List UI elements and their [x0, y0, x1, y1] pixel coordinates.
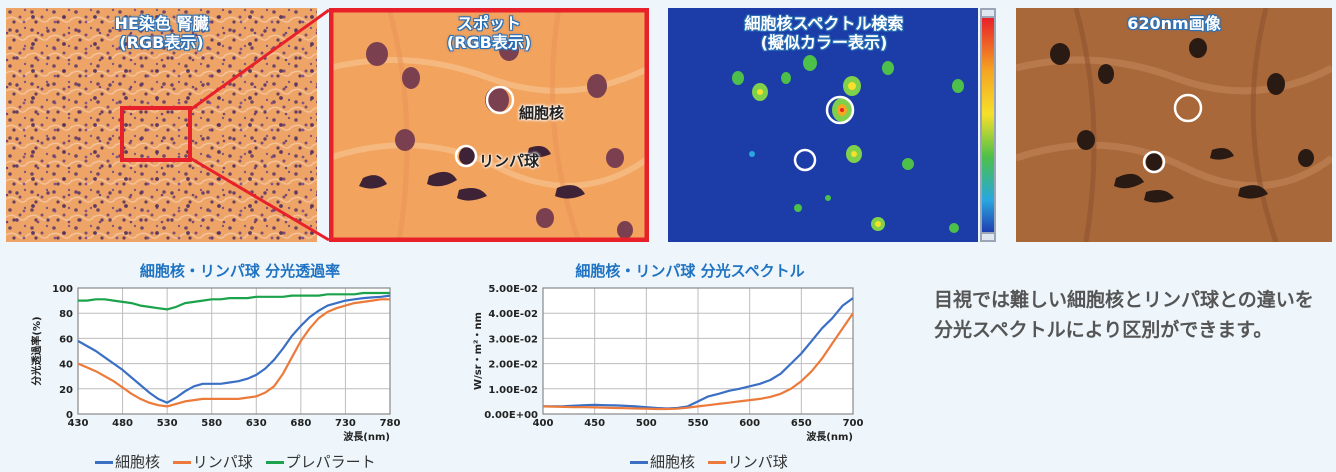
y-tick-label: 4.00E-02 — [488, 309, 538, 320]
y-tick-label: 5.00E-02 — [488, 284, 538, 295]
x-tick-label: 730 — [335, 418, 356, 429]
plot-frame — [542, 287, 854, 415]
he-kidney-image — [6, 8, 317, 242]
image-620nm-panel: 620nm画像 — [1016, 8, 1332, 242]
y-tick-label: 2.00E-02 — [488, 360, 538, 371]
nucleus-marker-circle — [485, 85, 515, 115]
lymph-label: リンパ球 — [479, 152, 540, 170]
y-tick-label: 60 — [59, 334, 73, 345]
image-620nm — [1016, 8, 1332, 242]
y-tick-label: 1.00E-02 — [488, 385, 538, 396]
nucleus-label: 細胞核 — [519, 104, 565, 122]
chart1-title: 細胞核・リンパ球 分光透過率 — [139, 262, 341, 280]
y-axis-label: W/sr・m²・nm — [473, 312, 484, 390]
x-tick-label: 400 — [533, 418, 554, 429]
y-axis-label: 分光透過率(%) — [30, 316, 43, 385]
description-text: 目視では難しい細胞核とリンパ球との違いを分光スペクトルにより区別ができます。 — [934, 289, 1314, 341]
zoom-connector-lines — [189, 8, 330, 242]
legend-item-nucleus-2: 細胞核 — [630, 453, 695, 471]
x-tick-label: 550 — [688, 418, 709, 429]
plot-frame — [77, 287, 391, 415]
y-tick-label: 20 — [59, 385, 73, 396]
y-tick-label: 0.00E+00 — [484, 410, 538, 421]
x-tick-label: 780 — [380, 418, 401, 429]
series-line-0 — [543, 297, 854, 410]
spectral-search-image — [668, 8, 996, 242]
lymph-marker-circle — [454, 144, 478, 168]
spectrum-chart: 400 450 500 550 600 650 700 0.00E+00 1.00E-02 2.0… — [473, 284, 864, 443]
legend-item-nucleus: 細胞核 — [95, 453, 160, 471]
x-tick-label: 450 — [584, 418, 605, 429]
legend-item-prep: プレパラート — [265, 453, 376, 471]
y-tick-label: 80 — [59, 309, 73, 320]
x-tick-label: 530 — [157, 418, 178, 429]
spot-panel: スポット (RGB表示) 細胞核 リンパ球 — [329, 8, 649, 242]
x-tick-label: 580 — [201, 418, 222, 429]
x-tick-label: 500 — [636, 418, 657, 429]
x-tick-label: 650 — [791, 418, 812, 429]
y-tick-label: 3.00E-02 — [488, 334, 538, 345]
series-line-1 — [77, 298, 390, 408]
y-tick-label: 100 — [52, 284, 73, 295]
chart2-title: 細胞核・リンパ球 分光スペクトル — [575, 262, 805, 280]
x-tick-label: 430 — [68, 418, 89, 429]
spectral-search-panel: 細胞核スペクトル検索 (擬似カラー表示) — [668, 8, 996, 242]
x-tick-label: 630 — [246, 418, 267, 429]
legend-item-lymph: リンパ球 — [172, 453, 253, 471]
y-tick-label: 0 — [66, 410, 73, 421]
series-line-0 — [77, 294, 391, 404]
y-tick-label: 40 — [59, 360, 73, 371]
series-line-1 — [542, 312, 854, 411]
x-tick-label: 480 — [112, 418, 133, 429]
x-tick-label: 600 — [739, 418, 760, 429]
series-line-2 — [78, 291, 390, 311]
chart1-legend: 細胞核 リンパ球 プレパラート — [95, 451, 384, 472]
x-axis-label: 波長(nm) — [343, 430, 390, 443]
legend-item-lymph-2: リンパ球 — [707, 453, 788, 471]
x-tick-label: 680 — [290, 418, 311, 429]
x-axis-label: 波長(nm) — [806, 430, 853, 443]
transmittance-chart: 430 480 530 580 630 680 730 780 0 20 40 60 80 100 波長(n… — [30, 284, 401, 443]
spot-image — [329, 8, 649, 242]
zoom-region-box — [120, 106, 192, 162]
chart2-legend: 細胞核 リンパ球 — [630, 451, 796, 472]
x-tick-label: 700 — [843, 418, 864, 429]
